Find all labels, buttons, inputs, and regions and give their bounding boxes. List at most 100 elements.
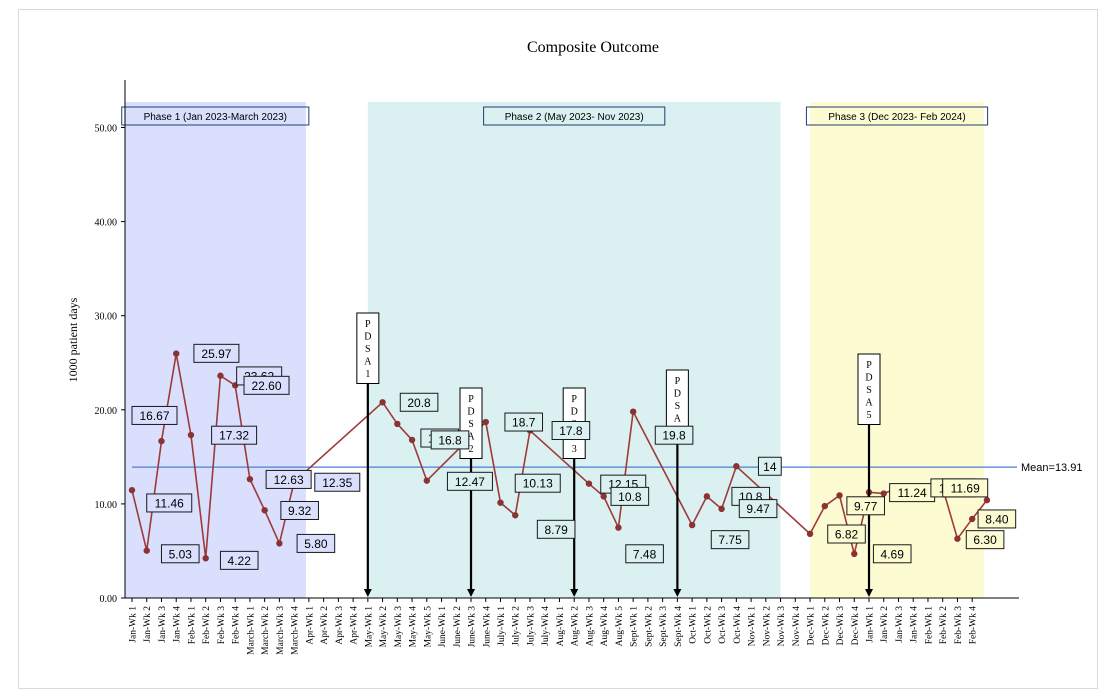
- axes: 0.00 10.00 20.00 30.00 40.00 50.00 Jan-Wk 1 Jan…: [95, 80, 1019, 655]
- data-point: [276, 540, 283, 547]
- x-tick-label: Aug-Wk 4: [600, 606, 610, 647]
- data-label-box: [654, 425, 694, 445]
- data-point: [217, 372, 224, 379]
- data-label-box: [610, 486, 650, 506]
- x-tick-label: Jan-Wk 3: [895, 606, 905, 643]
- data-label-box: [738, 499, 778, 519]
- x-tick-label: Oct-Wk 1: [689, 606, 699, 644]
- data-label: 11.24: [898, 486, 927, 500]
- data-label: 9.77: [854, 499, 878, 513]
- data-label-box: [625, 544, 664, 564]
- x-tick-label: Sept-Wk 1: [630, 606, 640, 647]
- phase-label-box-1: [121, 106, 310, 126]
- data-label-box: [872, 544, 912, 564]
- data-label-box: [193, 343, 240, 363]
- data-label: 22.60: [252, 379, 282, 393]
- x-tick-label: Sept-Wk 4: [674, 606, 684, 647]
- data-label: 19.8: [662, 429, 686, 443]
- y-axis-label: 1000 patient days: [66, 297, 80, 382]
- phase-label-box-2: [483, 106, 666, 126]
- data-label-box: [846, 496, 885, 516]
- data-point: [512, 512, 519, 519]
- data-point: [983, 496, 991, 504]
- series-line: [128, 350, 991, 562]
- x-tick-label: July-Wk 3: [526, 606, 536, 646]
- data-point: [497, 499, 504, 506]
- x-tick-label: Feb-Wk 2: [202, 606, 212, 645]
- data-point: [718, 505, 725, 513]
- data-label: 11.69: [951, 481, 980, 495]
- x-tick-label: May-Wk 3: [394, 606, 404, 648]
- data-point: [143, 547, 150, 554]
- data-label: 20.8: [407, 396, 431, 410]
- data-point: [394, 420, 401, 428]
- phase-label-box-3: [805, 106, 989, 126]
- x-tick-label: Jan-Wk 2: [143, 606, 153, 643]
- x-tick-label: Aug-Wk 3: [585, 606, 595, 647]
- x-tick-label: Apr-Wk 3: [335, 606, 345, 645]
- y-tick-label: 20.00: [95, 406, 118, 417]
- data-label: 4.69: [881, 547, 905, 561]
- data-label-box: [977, 509, 1017, 529]
- data-label: 10.8: [618, 490, 642, 504]
- x-tick-label: March-Wk 3: [276, 606, 286, 655]
- x-tick-label: March-Wk 2: [261, 606, 271, 655]
- data-label: 16.8: [438, 433, 462, 447]
- x-tick-label: Feb-Wk 1: [187, 606, 197, 645]
- data-label-box: [243, 375, 290, 395]
- data-point: [246, 475, 254, 483]
- pdsa-arrowhead-1: [363, 589, 372, 597]
- data-point: [880, 490, 887, 497]
- y-tick-label: 40.00: [95, 218, 118, 229]
- x-tick-label: May-Wk 1: [364, 606, 374, 648]
- x-tick-label: Feb-Wk 2: [939, 606, 949, 645]
- data-label-box: [942, 478, 989, 498]
- data-labels: 11.465.0316.6725.9717.324.2223.6222.6012…: [131, 343, 1017, 570]
- mean-label: Mean=13.91: [1021, 462, 1082, 474]
- x-tick-label: Feb-Wk 3: [217, 606, 227, 645]
- data-point: [261, 507, 268, 514]
- data-point: [423, 477, 430, 484]
- phase-label-1: Phase 1 (Jan 2023-March 2023): [144, 112, 287, 123]
- chart-title: Composite Outcome: [527, 39, 659, 56]
- x-tick-label: Feb-Wk 4: [232, 606, 242, 645]
- data-label: 12.35: [322, 476, 352, 490]
- x-tick-label: May-Wk 4: [409, 606, 419, 648]
- data-label-box: [514, 473, 561, 493]
- data-label-box: [146, 493, 193, 513]
- data-point: [379, 399, 386, 406]
- x-tick-label: March-Wk 4: [291, 606, 301, 655]
- data-label-box: [131, 405, 178, 425]
- data-label-box: [399, 392, 439, 412]
- data-label-box: [430, 430, 470, 450]
- data-label-box: [536, 519, 576, 539]
- data-label: 18.7: [512, 416, 536, 430]
- data-label-box: [219, 550, 259, 570]
- x-tick-label: Aug-Wk 5: [615, 606, 625, 647]
- x-tick-label: Apr-Wk 2: [320, 606, 330, 645]
- x-tick-label: Aug-Wk 1: [556, 606, 566, 647]
- x-tick-label: Oct-Wk 4: [733, 606, 743, 644]
- data-label: 7.75: [718, 533, 742, 547]
- data-label: 9.32: [288, 504, 312, 518]
- data-point: [187, 431, 195, 439]
- x-tick-label: Oct-Wk 2: [703, 606, 713, 644]
- data-label: 11.46: [155, 496, 184, 510]
- data-point: [806, 530, 814, 538]
- data-point: [202, 555, 209, 562]
- pdsa-arrowhead-2: [467, 589, 476, 597]
- data-label: 16.67: [139, 409, 169, 423]
- x-tick-label: Apr-Wk 1: [305, 606, 315, 645]
- x-tick-label: Dec-Wk 2: [821, 606, 831, 646]
- data-label-box: [446, 471, 493, 491]
- data-label: 12.63: [274, 473, 304, 487]
- data-label: 10.13: [523, 477, 553, 491]
- data-point: [954, 535, 961, 542]
- data-label: 9.47: [746, 502, 770, 516]
- x-tick-label: Aug-Wk 2: [571, 606, 581, 647]
- x-tick-label: Feb-Wk 3: [954, 606, 964, 645]
- data-label: 25.97: [201, 347, 231, 361]
- x-tick-label: July-Wk 2: [512, 606, 522, 646]
